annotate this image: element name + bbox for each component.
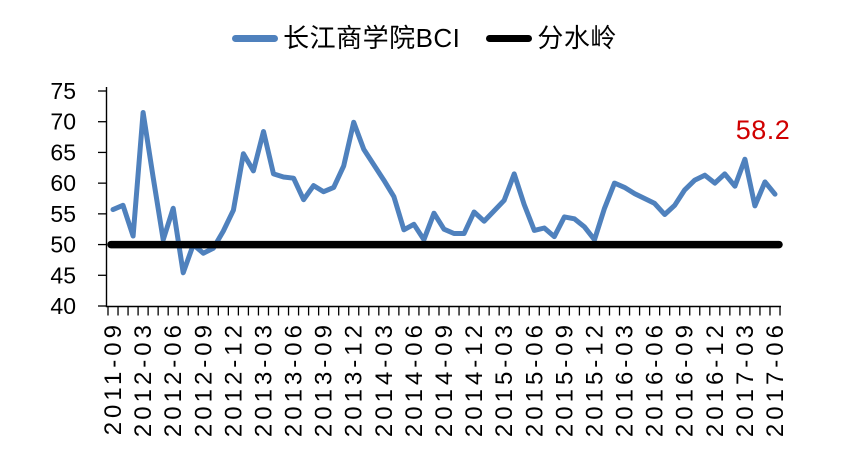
y-axis-label: 45 — [50, 262, 76, 288]
legend-swatch-bci-line — [232, 34, 279, 42]
x-axis-label: 2015-09 — [551, 321, 578, 437]
x-axis-label: 2013-03 — [250, 321, 277, 437]
x-axis-label: 2011-09 — [100, 321, 127, 435]
axes — [105, 87, 781, 308]
x-axis-label: 2014-03 — [371, 321, 398, 437]
x-axis-label: 2017-03 — [732, 321, 759, 437]
x-axis-label: 2013-06 — [281, 321, 308, 437]
y-axis-label: 40 — [50, 293, 76, 319]
x-axis-label: 2015-06 — [521, 321, 548, 437]
last-value-annotation: 58.2 — [735, 115, 791, 145]
x-axis-label: 2013-09 — [311, 321, 338, 437]
x-axis-label: 2016-12 — [702, 321, 729, 437]
y-axis-label: 60 — [50, 170, 76, 196]
x-axis-label: 2012-06 — [160, 321, 187, 437]
x-axis-label: 2012-12 — [220, 321, 247, 437]
legend-swatch-threshold-line — [486, 34, 533, 42]
legend-item-bci: 长江商学院BCI — [232, 24, 460, 53]
x-axis-label: 2014-06 — [401, 321, 428, 437]
legend-item-threshold: 分水岭 — [486, 24, 617, 53]
y-axis-label: 65 — [50, 139, 76, 165]
x-axis-label: 2015-03 — [491, 321, 518, 437]
x-axis-label: 2014-09 — [431, 321, 458, 437]
x-axis-label: 2017-06 — [762, 321, 789, 437]
y-axis-label: 75 — [50, 78, 76, 104]
y-axis-label: 55 — [50, 201, 76, 227]
bci-series-line — [110, 110, 778, 276]
x-axis-label: 2014-12 — [461, 321, 488, 437]
x-axis-label: 2016-09 — [672, 321, 699, 437]
y-axis-label: 70 — [50, 109, 76, 135]
x-axis-label: 2013-12 — [341, 321, 368, 437]
legend-label-threshold: 分水岭 — [537, 22, 617, 53]
legend-label-bci: 长江商学院BCI — [283, 22, 461, 53]
x-axis-label: 2012-03 — [130, 321, 157, 437]
chart-legend: 长江商学院BCI 分水岭 — [0, 20, 849, 56]
x-axis-label: 2012-09 — [190, 321, 217, 437]
x-axis-label: 2016-06 — [642, 321, 669, 437]
x-axis-label: 2015-12 — [581, 321, 608, 437]
x-axis-label: 2016-03 — [612, 321, 639, 437]
y-axis-label: 50 — [50, 232, 76, 258]
